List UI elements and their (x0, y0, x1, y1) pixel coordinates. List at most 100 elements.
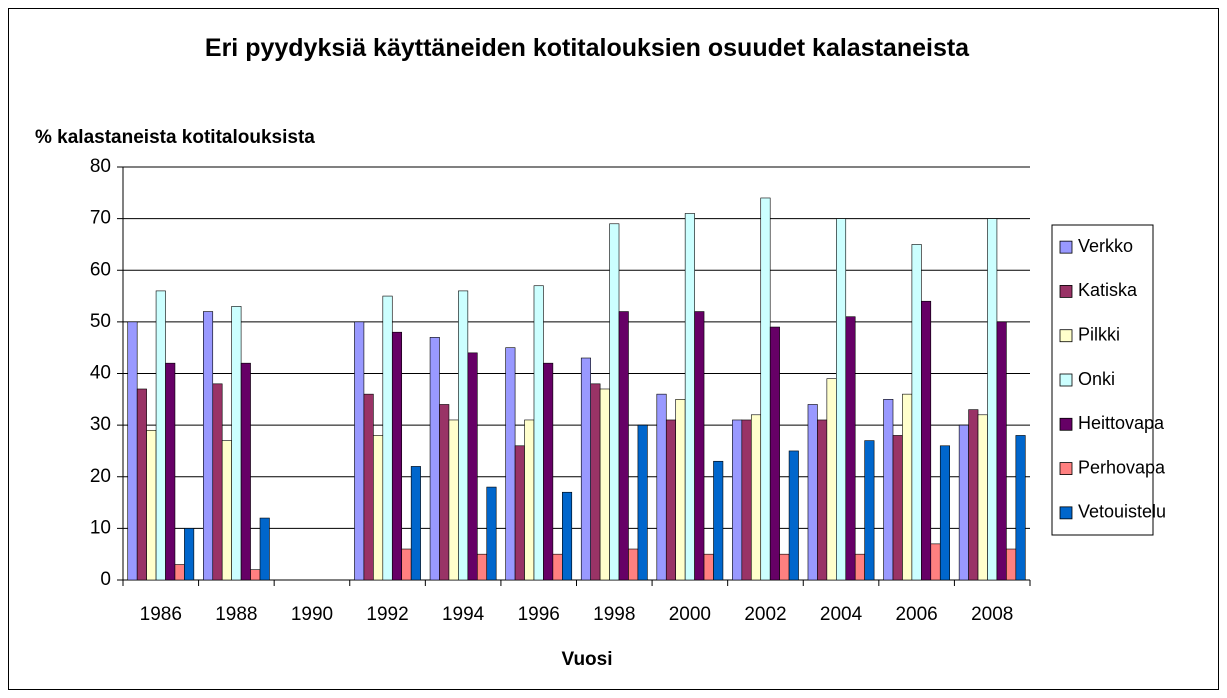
bar (373, 435, 384, 581)
legend-label: Heittovapa (1078, 413, 1165, 433)
bar (637, 424, 648, 581)
x-tick-label: 1994 (442, 604, 485, 625)
legend-swatch (1059, 373, 1073, 387)
x-tick-label: 1988 (215, 604, 257, 625)
x-axis-title: Vuosi (561, 649, 612, 670)
bar (505, 347, 516, 581)
x-tick-label: 1992 (366, 604, 408, 625)
bar (732, 419, 743, 581)
bar (675, 399, 686, 581)
bar (703, 553, 714, 581)
bar (1006, 548, 1017, 581)
bar (845, 316, 856, 581)
bar (958, 424, 969, 581)
bar (760, 197, 771, 581)
bar (977, 414, 988, 581)
bar (221, 440, 232, 581)
y-tick-label: 30 (90, 414, 111, 435)
bar (562, 491, 573, 581)
bar (184, 528, 195, 581)
y-tick-label: 0 (100, 569, 111, 590)
y-tick-label: 50 (90, 311, 111, 332)
bar (165, 362, 176, 581)
bar (807, 404, 818, 581)
bar (854, 553, 865, 581)
bar (609, 223, 620, 581)
bar (892, 435, 903, 581)
bar (996, 321, 1007, 581)
bar (590, 383, 601, 581)
bar (259, 517, 270, 581)
legend-swatch (1059, 462, 1073, 475)
y-tick-label: 80 (90, 156, 111, 177)
bar (552, 553, 563, 581)
bar (127, 321, 138, 581)
bar (826, 378, 837, 581)
bar (769, 326, 780, 581)
legend-swatch (1059, 417, 1073, 431)
bar (448, 419, 459, 581)
bar (146, 429, 157, 581)
bar (410, 466, 421, 581)
x-tick-label: 1996 (518, 604, 560, 625)
legend-swatch (1059, 240, 1073, 254)
bar (902, 393, 913, 581)
legend-swatch (1059, 506, 1073, 520)
bar (684, 213, 695, 581)
bar (656, 393, 667, 581)
bar (155, 290, 166, 581)
legend-swatch (1059, 329, 1073, 343)
bar (939, 445, 950, 581)
legend-label: Onki (1078, 369, 1115, 389)
bar (382, 295, 393, 581)
bar (1015, 435, 1026, 581)
bar (174, 564, 185, 581)
legend-label: Verkko (1078, 236, 1133, 256)
legend-label: Perhovapa (1078, 457, 1166, 477)
x-tick-label: 2008 (971, 604, 1013, 625)
bar (401, 548, 412, 581)
bar (363, 393, 374, 581)
y-tick-label: 60 (90, 259, 111, 280)
y-axis-title: % kalastaneista kotitalouksista (35, 127, 315, 148)
x-tick-label: 1986 (140, 604, 182, 625)
y-tick-label: 20 (90, 466, 111, 487)
bar (514, 445, 525, 581)
bar (212, 383, 223, 581)
bar (391, 331, 403, 581)
bar (618, 311, 629, 581)
bar (458, 290, 469, 581)
bar (750, 414, 762, 581)
bar (136, 388, 147, 581)
chart-title: Eri pyydyksiä käyttäneiden kotitalouksie… (204, 34, 970, 62)
bar (713, 460, 724, 581)
y-tick-label: 10 (90, 517, 111, 538)
bar (231, 306, 242, 581)
bar (836, 218, 847, 581)
bar (911, 244, 922, 581)
bar (533, 285, 544, 581)
y-tick-label: 40 (90, 363, 111, 384)
bar (864, 440, 875, 581)
bar (741, 419, 752, 581)
bar (599, 388, 610, 581)
bar (817, 419, 828, 581)
legend-label: Pilkki (1078, 324, 1120, 344)
bar (930, 543, 941, 581)
bar (429, 337, 440, 581)
bar (694, 311, 705, 581)
bar (543, 362, 554, 581)
legend-label: Vetouistelu (1078, 502, 1166, 522)
legend-swatch (1059, 285, 1073, 298)
x-tick-label: 2004 (820, 604, 863, 625)
bar (486, 486, 497, 581)
x-tick-label: 1998 (593, 604, 635, 625)
bar (354, 321, 365, 581)
bar (467, 352, 478, 581)
x-tick-label: 2002 (744, 604, 786, 625)
bar (476, 553, 488, 581)
legend-label: Katiska (1078, 280, 1138, 300)
x-tick-label: 2000 (669, 604, 711, 625)
